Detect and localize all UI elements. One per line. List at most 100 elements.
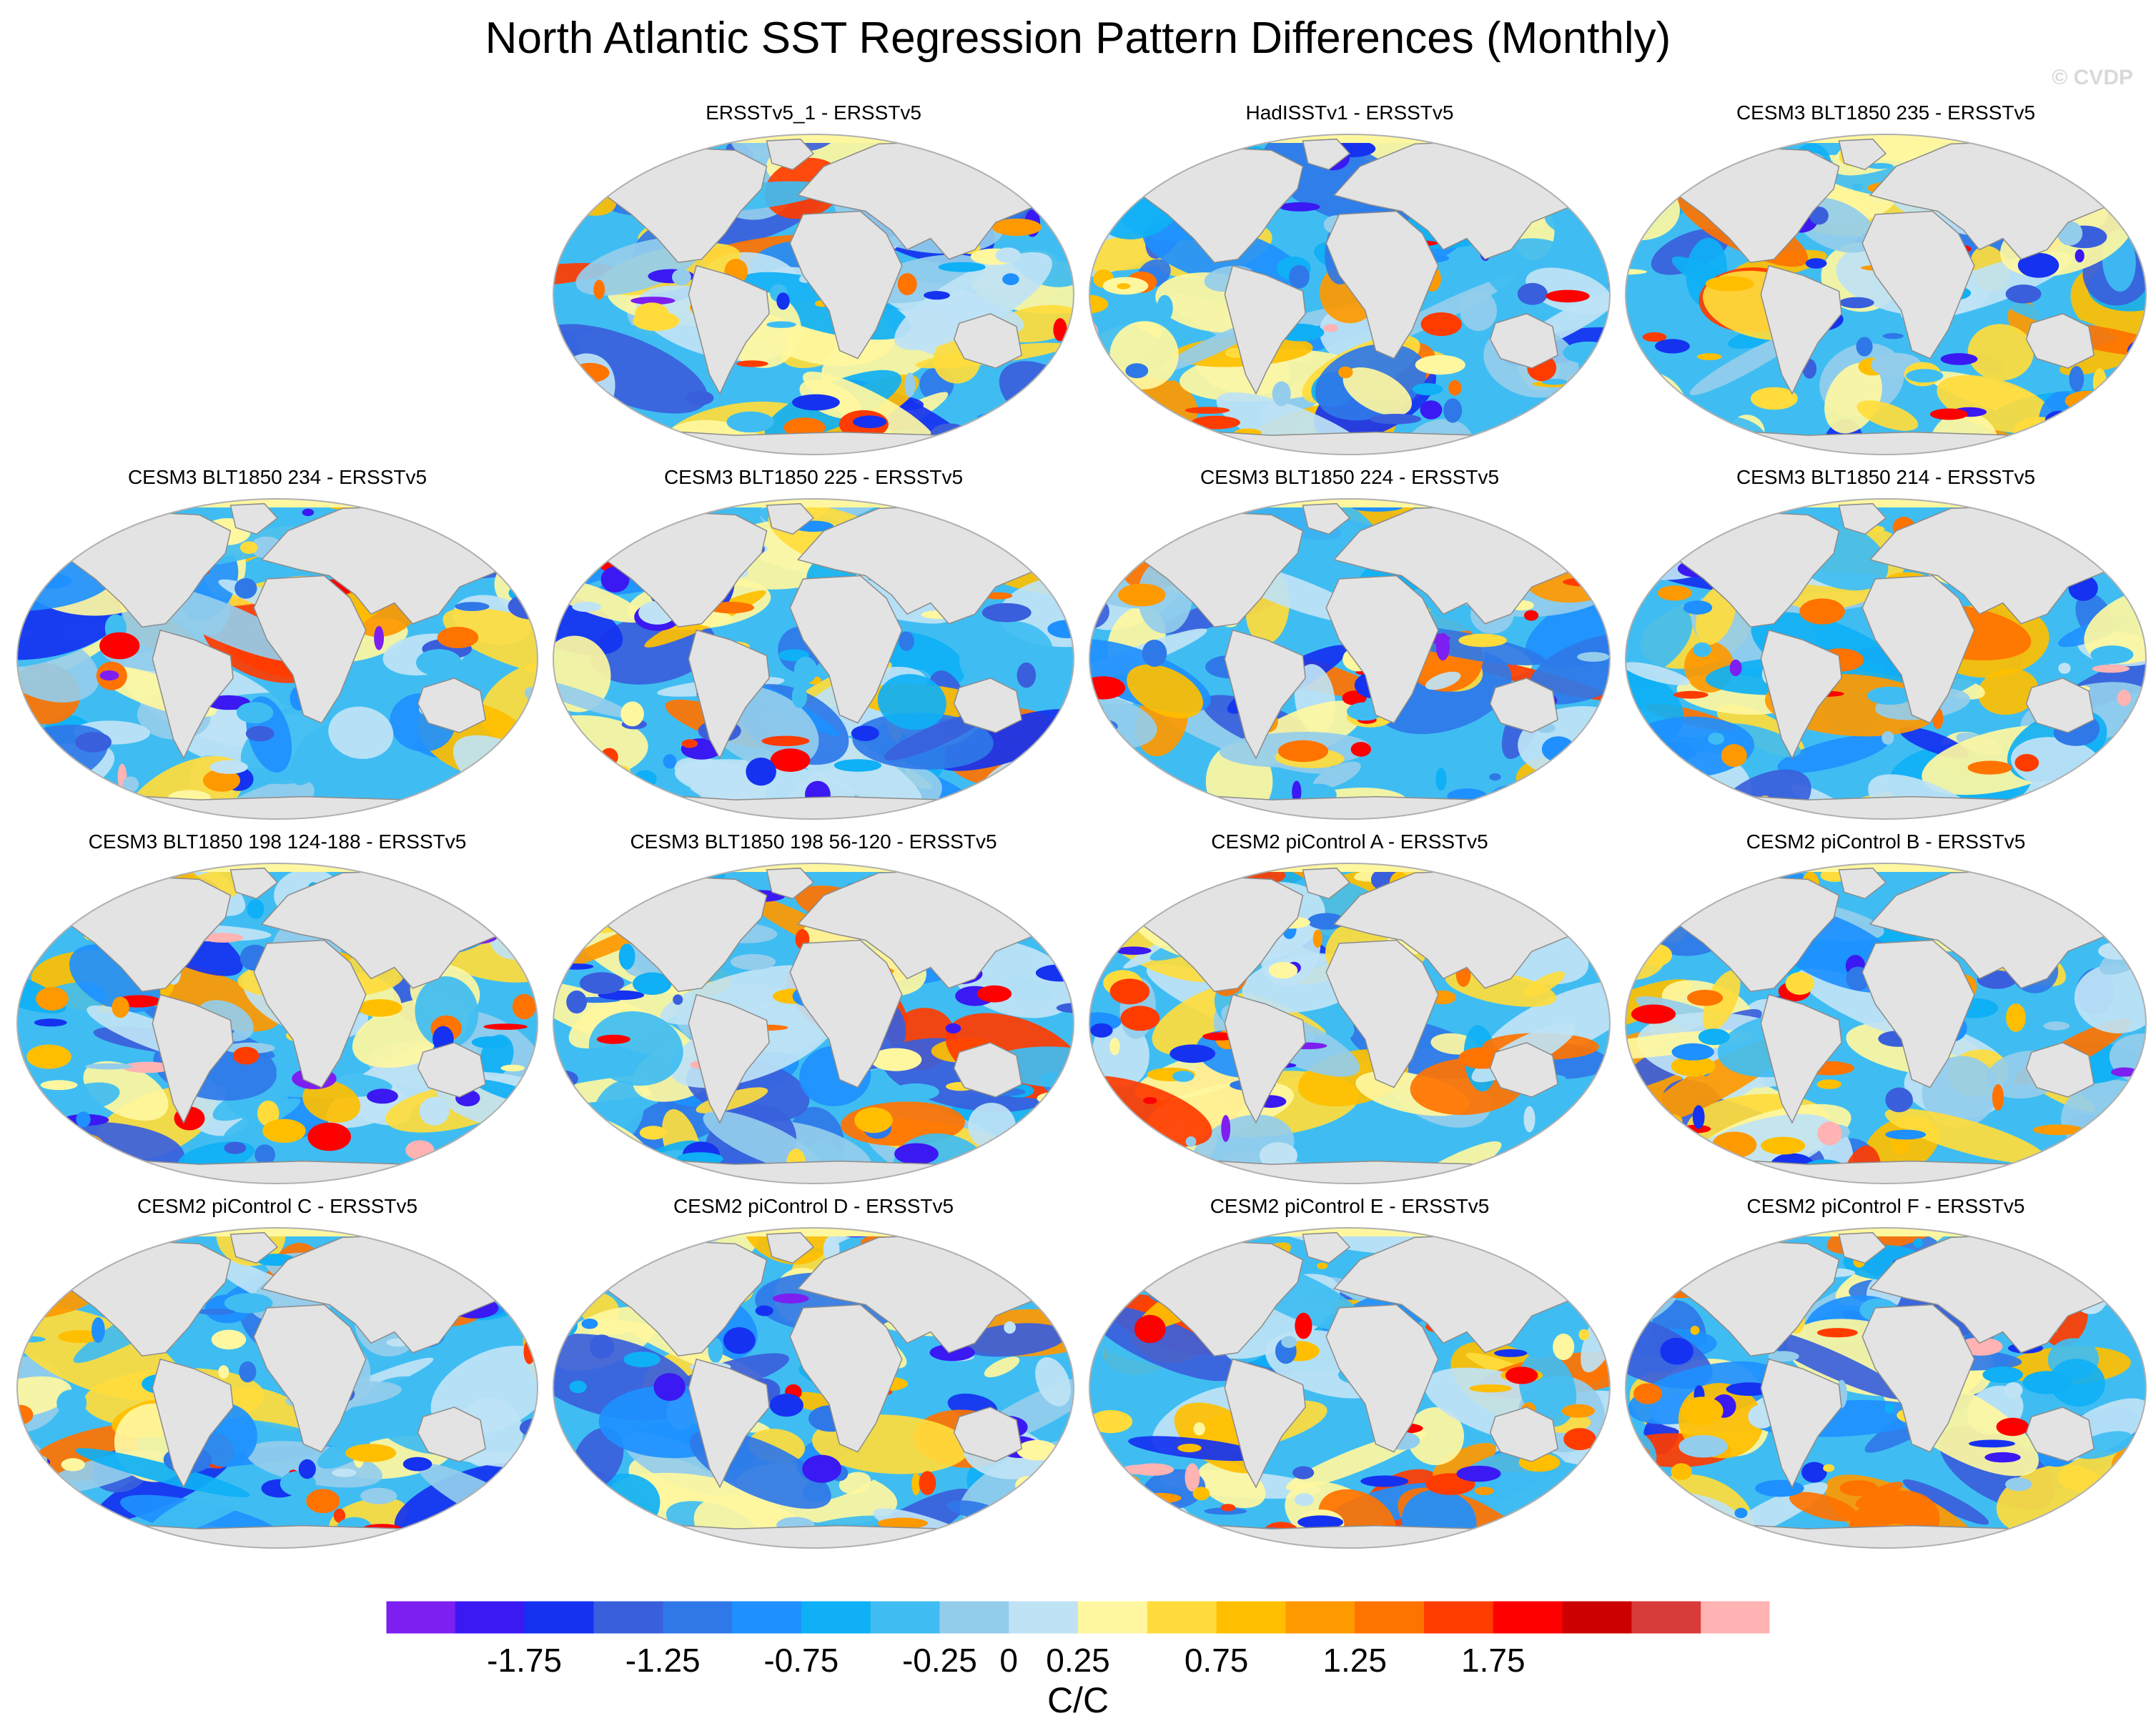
field-detail xyxy=(1053,318,1067,342)
field-detail xyxy=(1114,513,1142,522)
field-detail xyxy=(2075,249,2085,263)
field-detail xyxy=(1017,1439,1057,1461)
field-detail xyxy=(854,1107,893,1134)
field-detail xyxy=(647,873,674,885)
field-detail xyxy=(40,1080,78,1091)
field-detail xyxy=(1435,768,1447,791)
field-detail xyxy=(572,602,601,612)
continent-landmass xyxy=(1760,1358,1842,1489)
field-detail xyxy=(1525,1238,1568,1256)
field-detail xyxy=(572,869,622,888)
colorbar-tick-label: -1.75 xyxy=(487,1642,563,1679)
sst-map xyxy=(16,863,538,1184)
colorbar-border xyxy=(385,1600,1771,1635)
field-blob xyxy=(1017,874,1052,913)
field-detail xyxy=(475,786,523,798)
field-detail xyxy=(870,1048,922,1071)
field-detail xyxy=(2054,149,2092,169)
colorbar-swatch xyxy=(1216,1601,1286,1634)
continent-landmass xyxy=(766,1231,815,1264)
map-outline xyxy=(1625,498,2147,820)
field-detail xyxy=(1510,399,1528,417)
continent-landmass xyxy=(688,264,770,395)
field-detail xyxy=(1578,499,1610,517)
field-detail xyxy=(1092,1253,1105,1263)
field-detail xyxy=(1448,380,1462,396)
colorbar-tick-label: -0.25 xyxy=(901,1642,977,1679)
field-detail xyxy=(1656,1542,1699,1548)
field-detail xyxy=(2091,817,2142,819)
arctic-band xyxy=(1626,499,2146,507)
field-blob xyxy=(2049,1359,2105,1407)
sst-map xyxy=(1089,134,1611,455)
field-detail xyxy=(2111,1067,2138,1077)
field-detail xyxy=(17,1489,41,1518)
field-detail xyxy=(61,1458,85,1472)
field-blob xyxy=(2022,1228,2097,1248)
field-blob xyxy=(1856,400,1919,431)
field-detail xyxy=(298,1459,316,1479)
field-detail xyxy=(1480,1228,1527,1241)
field-detail xyxy=(2130,166,2146,193)
field-detail xyxy=(1099,1176,1147,1184)
field-detail xyxy=(529,1338,538,1347)
field-detail xyxy=(1498,1176,1526,1184)
field-detail xyxy=(919,1471,936,1495)
field-blob xyxy=(1528,634,1610,705)
map-outline xyxy=(16,498,538,820)
field-detail xyxy=(673,994,683,1005)
field-detail xyxy=(1494,1349,1528,1357)
field-detail xyxy=(1729,659,1742,677)
field-blob xyxy=(1023,804,1065,819)
field-detail xyxy=(634,302,669,327)
field-detail xyxy=(1029,1107,1047,1121)
field-blob xyxy=(553,499,671,513)
field-detail xyxy=(1817,1121,1842,1146)
field-detail xyxy=(976,412,1008,423)
field-blob xyxy=(984,1356,1020,1378)
field-detail xyxy=(1626,183,1658,195)
field-detail xyxy=(1561,1404,1596,1418)
field-blob xyxy=(229,1387,311,1431)
colorbar-units: C/C xyxy=(1047,1680,1109,1720)
field-detail xyxy=(1913,1238,1923,1248)
field-detail xyxy=(1062,925,1074,941)
field-detail xyxy=(34,785,44,803)
field-detail xyxy=(653,1373,686,1402)
field-detail xyxy=(2083,805,2112,819)
continent-landmass xyxy=(253,575,367,724)
field-detail xyxy=(1317,1262,1328,1269)
field-blob xyxy=(1425,671,1461,690)
continent-landmass xyxy=(1140,147,1304,263)
sst-map xyxy=(1089,498,1611,820)
field-detail xyxy=(1785,972,1814,995)
field-detail xyxy=(332,1468,357,1477)
field-detail xyxy=(1118,773,1154,782)
field-detail xyxy=(1031,913,1052,926)
field-detail xyxy=(772,1293,809,1304)
field-detail xyxy=(505,1463,533,1489)
field-detail xyxy=(1626,1149,1656,1173)
field-detail xyxy=(648,1228,694,1249)
field-detail xyxy=(464,523,483,545)
field-blob xyxy=(1855,1482,1903,1508)
colorbar-tick-label: -0.75 xyxy=(763,1642,839,1679)
map-outline xyxy=(1089,863,1611,1184)
colorbar-swatch xyxy=(1424,1601,1494,1634)
field-detail xyxy=(1805,258,1827,269)
field-detail xyxy=(746,758,776,786)
sst-map xyxy=(553,1227,1074,1549)
field-blob xyxy=(2120,420,2146,451)
field-detail xyxy=(75,732,112,753)
panel-title: CESM3 BLT1850 235 - ERSSTv5 xyxy=(1736,101,2036,124)
arctic-band xyxy=(553,1228,1074,1236)
field-detail xyxy=(276,1061,287,1084)
map-outline xyxy=(1625,134,2147,455)
field-detail xyxy=(239,541,258,554)
colorbar-swatch xyxy=(732,1601,802,1634)
field-detail xyxy=(1563,341,1610,364)
field-detail xyxy=(2118,172,2146,193)
field-detail xyxy=(2014,417,2065,443)
field-detail xyxy=(1193,1422,1205,1436)
field-detail xyxy=(1104,1474,1139,1489)
